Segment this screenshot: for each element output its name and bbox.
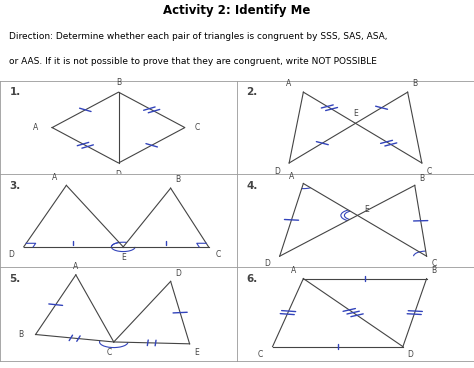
Text: E: E	[365, 205, 369, 213]
Text: C: C	[216, 250, 221, 259]
Text: A: A	[73, 262, 79, 271]
Text: C: C	[106, 348, 112, 357]
Text: 1.: 1.	[9, 88, 21, 98]
Text: B: B	[175, 176, 181, 184]
Text: A: A	[291, 266, 296, 275]
Text: C: C	[194, 123, 200, 132]
Text: D: D	[408, 350, 413, 359]
Text: E: E	[353, 109, 358, 118]
Text: 6.: 6.	[246, 274, 258, 284]
Text: 5.: 5.	[9, 274, 21, 284]
Text: D: D	[9, 250, 14, 259]
Text: B: B	[412, 79, 418, 88]
Text: B: B	[116, 78, 121, 88]
Text: A: A	[33, 123, 38, 132]
Text: A: A	[289, 172, 294, 181]
Text: 4.: 4.	[246, 181, 258, 191]
Text: D: D	[274, 167, 280, 176]
Text: E: E	[194, 347, 199, 357]
Text: D: D	[175, 269, 181, 277]
Text: Activity 2: Identify Me: Activity 2: Identify Me	[164, 4, 310, 17]
Text: B: B	[419, 174, 425, 183]
Text: D: D	[264, 259, 270, 268]
Text: B: B	[18, 330, 24, 339]
Text: Direction: Determine whether each pair of triangles is congruent by SSS, SAS, AS: Direction: Determine whether each pair o…	[9, 32, 388, 41]
Text: B: B	[431, 266, 437, 275]
Text: E: E	[121, 254, 126, 262]
Text: or AAS. If it is not possible to prove that they are congruent, write NOT POSSIB: or AAS. If it is not possible to prove t…	[9, 57, 377, 66]
Text: C: C	[431, 259, 437, 268]
Text: A: A	[52, 173, 57, 182]
Text: D: D	[116, 170, 121, 178]
Text: C: C	[427, 167, 432, 176]
Text: 2.: 2.	[246, 88, 258, 98]
Text: A: A	[286, 79, 292, 88]
Text: C: C	[258, 350, 263, 359]
Text: 3.: 3.	[9, 181, 21, 191]
